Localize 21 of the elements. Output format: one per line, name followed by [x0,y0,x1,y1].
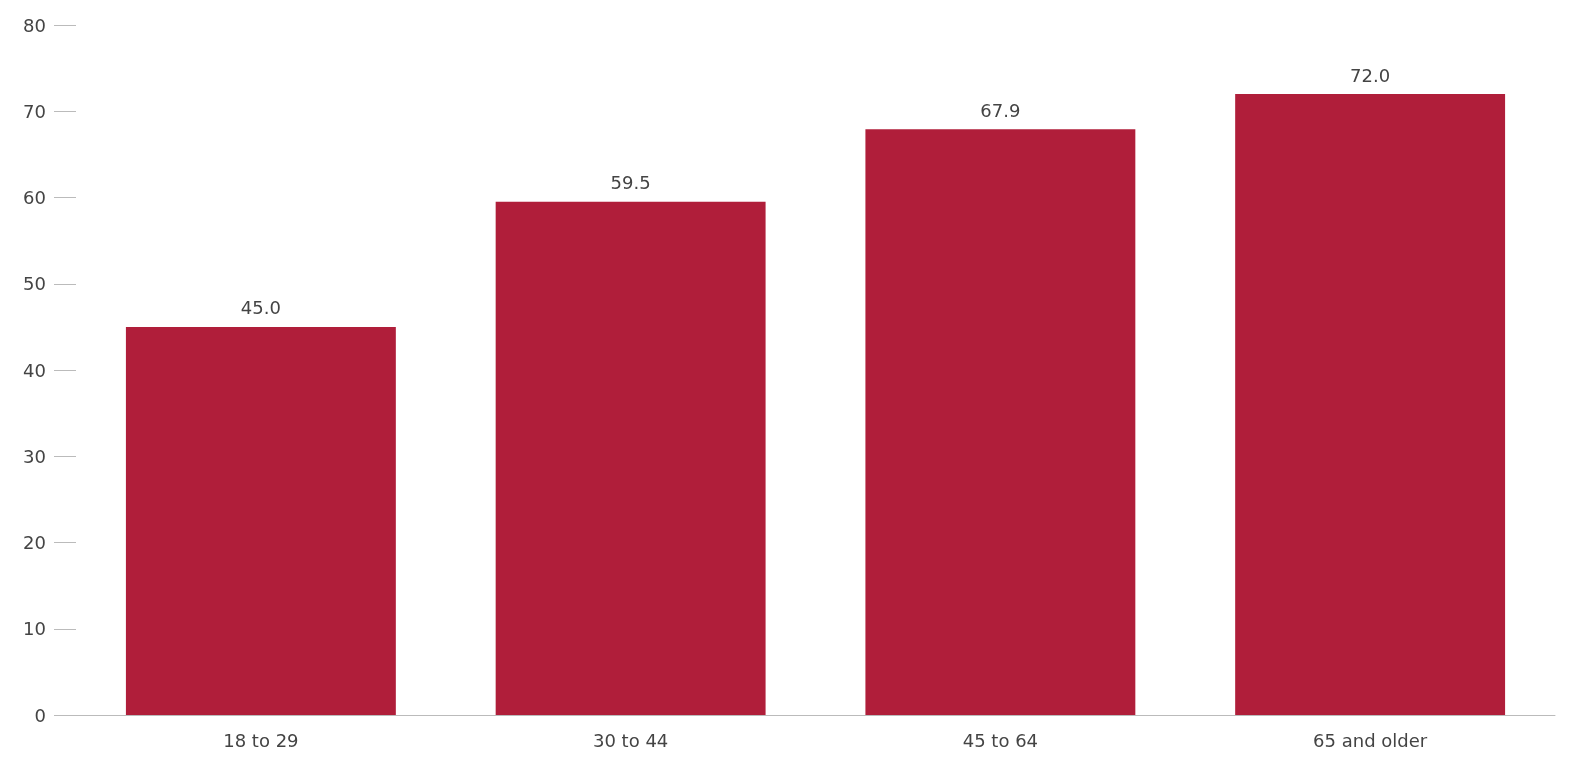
y-tick-label: 10 [23,618,46,640]
bar [495,201,766,715]
y-tick-label: 0 [34,704,46,726]
y-tick-label: 60 [23,187,46,208]
y-tick-label: 70 [23,100,46,122]
data-label: 45.0 [240,297,281,319]
y-tick-label: 20 [23,532,46,553]
bar [125,326,396,715]
x-tick-label: 65 and older [1313,729,1428,751]
x-tick-label: 18 to 29 [223,729,299,751]
data-label: 67.9 [980,99,1021,121]
bar [1235,94,1506,715]
data-label: 59.5 [610,172,651,194]
y-tick-label: 50 [23,273,46,295]
y-tick-label: 80 [23,14,46,36]
x-tick-label: 45 to 64 [962,729,1039,751]
bar [865,129,1136,715]
x-tick-label: 30 to 44 [592,729,669,751]
y-tick-label: 40 [23,359,46,381]
y-tick-label: 30 [23,445,46,467]
data-label: 72.0 [1350,64,1391,86]
